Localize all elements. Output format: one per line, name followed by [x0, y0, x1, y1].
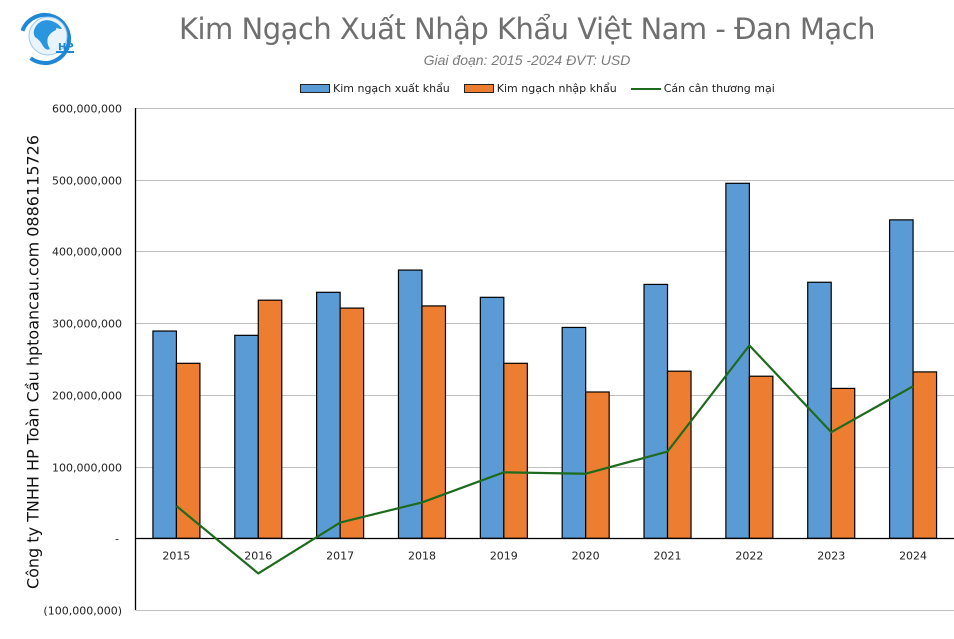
export-bar [888, 219, 914, 539]
x-axis-labels: 2015 2016 2017 2018 2019 2020 2021 2022 2023 2024 [162, 549, 927, 562]
axes [134, 108, 954, 611]
export-swatch-icon [300, 84, 330, 93]
export-bar [234, 334, 259, 539]
export-bar [316, 291, 341, 539]
y-tick-label: 300,000,000 [52, 318, 122, 331]
export-bar [643, 283, 669, 539]
y-tick-label: 200,000,000 [52, 390, 122, 403]
import-bar [912, 371, 938, 539]
chart-legend: Kim ngạch xuất khẩu Kim ngạch nhập khẩu … [300, 82, 789, 95]
x-tick-label: 2024 [899, 549, 927, 562]
import-swatch-icon [463, 84, 494, 93]
balance-polyline [175, 344, 914, 575]
x-tick-label: 2016 [244, 549, 272, 562]
export-bar [397, 269, 423, 539]
y-axis-labels: (100,000,000) - 100,000,000 200,000,000 300,… [43, 103, 122, 618]
import-bar [175, 362, 201, 539]
y-tick-label: 500,000,000 [52, 175, 122, 188]
y-tick-label: 100,000,000 [52, 462, 122, 475]
import-bar [421, 305, 447, 539]
import-bar [748, 375, 774, 539]
y-tick-label: 600,000,000 [52, 103, 122, 116]
import-bar [585, 391, 610, 539]
x-tick-label: 2020 [572, 549, 600, 562]
import-bar [257, 299, 283, 539]
x-tick-label: 2018 [408, 549, 436, 562]
export-bar [561, 326, 587, 539]
legend-item-export: Kim ngạch xuất khẩu [300, 82, 450, 95]
x-tick-label: 2017 [326, 549, 354, 562]
balance-line-icon [630, 87, 661, 90]
import-bar [830, 387, 856, 539]
x-tick-label: 2023 [817, 549, 845, 562]
legend-item-import: Kim ngạch nhập khẩu [463, 82, 617, 95]
x-tick-label: 2022 [735, 549, 763, 562]
legend-label: Cán cân thương mại [663, 82, 775, 95]
y-tick-label: 400,000,000 [52, 246, 122, 259]
export-bar [479, 296, 505, 539]
y-tick-label: (100,000,000) [43, 605, 122, 618]
y-tick-label: - [115, 533, 119, 546]
x-tick-label: 2021 [654, 549, 682, 562]
legend-item-balance: Cán cân thương mại [630, 82, 775, 95]
legend-label: Kim ngạch nhập khẩu [496, 82, 617, 95]
legend-label: Kim ngạch xuất khẩu [333, 82, 450, 95]
balance-line [175, 344, 914, 575]
import-bar [666, 370, 692, 539]
export-bar [152, 330, 178, 539]
svg-text:HP: HP [58, 42, 74, 53]
chart-title: Kim Ngạch Xuất Nhập Khẩu Việt Nam - Đan … [178, 12, 876, 46]
import-bar [339, 307, 365, 539]
chart-subtitle: Giai đoạn: 2015 -2024 ĐVT: USD [423, 52, 631, 68]
company-logo: HP [19, 13, 74, 65]
x-tick-label: 2019 [490, 549, 518, 562]
import-bar [503, 362, 528, 539]
x-tick-label: 2015 [162, 549, 190, 562]
bars [152, 182, 938, 539]
